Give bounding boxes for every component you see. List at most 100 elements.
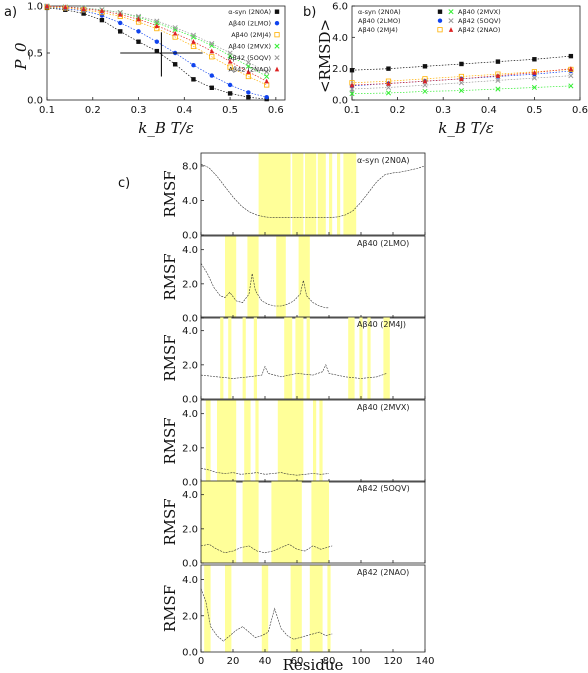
shaded-region bbox=[244, 400, 251, 482]
data-point bbox=[246, 94, 251, 100]
y-tick-label: 0.0 bbox=[182, 478, 198, 489]
y-tick-label: 2.0 bbox=[182, 279, 198, 290]
y-axis-label: RMSF bbox=[161, 417, 179, 464]
x-tick-label: 80 bbox=[323, 656, 336, 667]
data-point bbox=[227, 82, 233, 88]
rmsf-subplot-3: 0.0 2.0 4.0 Aβ40 (2MVX) RMSF bbox=[161, 399, 426, 489]
shaded-region bbox=[319, 400, 323, 482]
data-point bbox=[227, 91, 233, 96]
x-tick-label: 0.5 bbox=[222, 105, 238, 116]
legend-marker bbox=[437, 18, 443, 23]
data-point bbox=[386, 66, 391, 71]
y-tick-label: 0.0 bbox=[182, 314, 198, 325]
data-point bbox=[422, 78, 428, 84]
data-point bbox=[209, 54, 215, 60]
y-tick-label: 8.0 bbox=[182, 161, 198, 172]
y-tick-label: 0.5 bbox=[27, 49, 43, 60]
data-point bbox=[99, 8, 105, 13]
subplot-title: Aβ42 (5OQV) bbox=[357, 484, 410, 493]
data-point bbox=[118, 20, 123, 26]
subplot-frame bbox=[200, 480, 426, 564]
data-point bbox=[245, 59, 251, 65]
data-point bbox=[44, 3, 50, 9]
y-axis-label: P_0 bbox=[12, 42, 30, 71]
data-point bbox=[191, 77, 196, 82]
shaded-region bbox=[337, 153, 341, 235]
data-point bbox=[118, 11, 123, 17]
rmsf-line bbox=[200, 263, 329, 309]
x-tick-label: 0.1 bbox=[344, 105, 360, 116]
legend: α-syn (2N0A) Aβ40 (2LMO) Aβ40 (2MJ4) Aβ40 (… bbox=[228, 8, 280, 74]
shaded-region bbox=[225, 236, 237, 318]
y-tick-label: 1.0 bbox=[27, 2, 43, 13]
legend-entry-label: Aβ42 (2NAO) bbox=[229, 66, 271, 74]
data-point bbox=[349, 68, 355, 73]
shaded-region bbox=[348, 317, 355, 399]
rmsf-subplot-1: 0.0 2.0 4.0 Aβ40 (2LMO) RMSF bbox=[161, 235, 426, 325]
data-point bbox=[227, 58, 233, 64]
shaded-region bbox=[204, 565, 211, 652]
y-axis-label: RMSF bbox=[161, 498, 179, 545]
data-point bbox=[227, 50, 233, 56]
data-point bbox=[154, 48, 160, 54]
data-point bbox=[154, 39, 160, 44]
x-tick-label: 20 bbox=[227, 656, 240, 667]
panel-label-b: b) bbox=[303, 5, 316, 20]
data-point bbox=[245, 73, 251, 80]
data-point bbox=[532, 69, 537, 75]
data-point bbox=[531, 75, 537, 81]
legend-marker bbox=[274, 32, 280, 38]
data-point bbox=[136, 39, 141, 44]
data-point bbox=[172, 30, 178, 36]
data-point bbox=[135, 13, 142, 19]
shaded-region bbox=[295, 317, 304, 399]
y-tick-label: 4.0 bbox=[182, 409, 198, 420]
y-axis-label: RMSF bbox=[161, 170, 179, 217]
data-point bbox=[422, 82, 428, 88]
shaded-region bbox=[276, 236, 286, 318]
legend-entry-label: Aβ42 (5OQV) bbox=[458, 17, 501, 25]
shaded-region bbox=[298, 236, 310, 318]
shaded-region bbox=[292, 153, 304, 235]
data-point bbox=[209, 41, 215, 47]
data-point bbox=[190, 43, 197, 50]
y-tick-label: 0.0 bbox=[27, 96, 43, 107]
legend-entry-label: Aβ40 (2MJ4) bbox=[231, 31, 271, 39]
shaded-region bbox=[329, 153, 333, 235]
x-tick-label: 0.1 bbox=[39, 105, 55, 116]
x-tick-label: 140 bbox=[415, 656, 434, 667]
legend-entry-label: Aβ40 (2MVX) bbox=[458, 8, 501, 16]
legend-marker bbox=[274, 66, 280, 72]
data-point bbox=[227, 64, 233, 70]
y-axis-label: <RMSD> bbox=[316, 19, 334, 93]
data-point bbox=[531, 84, 537, 91]
x-axis-label: k_B T/ε bbox=[138, 119, 194, 137]
x-tick-label: 0.4 bbox=[481, 105, 497, 116]
shaded-region bbox=[228, 317, 232, 399]
legend-marker bbox=[448, 27, 454, 32]
rmsf-line bbox=[200, 543, 333, 554]
data-point bbox=[459, 76, 464, 82]
y-tick-label: 2.0 bbox=[182, 360, 198, 371]
data-point bbox=[191, 63, 196, 68]
data-point bbox=[99, 17, 105, 23]
shaded-region bbox=[327, 565, 331, 652]
shaded-region bbox=[201, 481, 237, 563]
panel-label-a: a) bbox=[4, 5, 17, 20]
shaded-region bbox=[220, 317, 224, 399]
shaded-region bbox=[242, 481, 259, 563]
shaded-region bbox=[205, 400, 211, 482]
x-tick-label: 120 bbox=[383, 656, 402, 667]
subplot-title: Aβ40 (2M4J) bbox=[357, 320, 406, 329]
data-point bbox=[495, 86, 501, 92]
x-tick-label: 40 bbox=[259, 656, 272, 667]
data-point bbox=[422, 64, 428, 69]
x-tick-label: 0.3 bbox=[435, 105, 451, 116]
shaded-region bbox=[225, 565, 232, 652]
data-point bbox=[495, 59, 501, 64]
rmsf-subplot-0: 0.0 4.0 8.0 α-syn (2N0A) RMSF bbox=[161, 152, 426, 242]
y-tick-label: 0.0 bbox=[182, 559, 198, 570]
data-point bbox=[459, 61, 464, 67]
subplot-title: α-syn (2N0A) bbox=[357, 156, 410, 165]
